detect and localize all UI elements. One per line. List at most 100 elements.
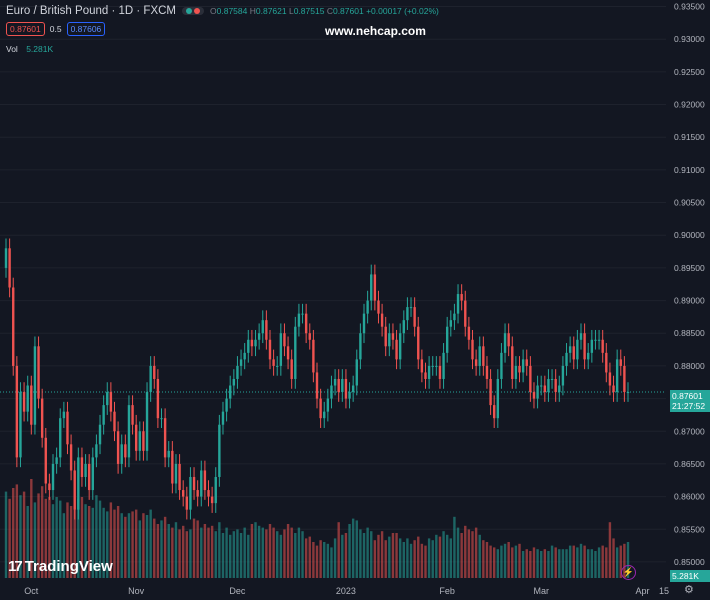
candle-body [601,339,604,353]
volume-bar [406,538,409,578]
time-tick-label: Mar [533,586,549,596]
candle-body [218,424,221,477]
candle-body [229,385,232,399]
volume-bar [55,497,58,578]
volume-bar [420,543,424,578]
volume-bar [496,549,500,578]
candle-body [532,392,536,399]
candle-body [460,294,463,301]
volume-bar [572,545,575,578]
volume-bar [395,533,398,578]
candle-body [384,326,387,347]
volume-bar [120,513,123,578]
candle-body [37,346,40,399]
candle-body [576,339,579,360]
candle-body [500,352,503,379]
candle-body [572,346,575,360]
price-axis: 0.93500 0.93000 0.92500 0.92000 0.91500 0.910… [666,0,710,600]
candle-body [445,326,449,353]
candle-body [521,359,525,373]
tradingview-logo[interactable]: 17 TradingView [8,558,113,575]
tradingview-logo-icon: 17 [8,558,23,575]
candle-body [587,352,590,360]
candle-body [178,463,181,491]
volume-bar [73,509,76,578]
volume-bar [409,543,413,578]
volume-bar [391,533,395,578]
buy-button[interactable]: 0.87606 [66,22,106,36]
volume-bar [33,502,37,578]
price-tick-label: 0.92000 [674,100,705,110]
candle-body [333,378,337,386]
ohlc-values: O0.87584 H0.87621 L0.87515 C0.87601 +0.0… [210,6,439,16]
candle-body [467,326,471,340]
status-dot-icon [194,8,200,14]
volume-bar [330,547,333,578]
watermark-text: www.nehcap.com [325,24,426,38]
candle-body [232,378,236,386]
candle-body [171,450,174,484]
volume-bar [12,488,15,578]
candle-body [370,274,373,301]
gear-icon[interactable]: ⚙ [684,584,694,596]
symbol-title[interactable]: Euro / British Pound · 1D · FXCM [6,5,176,17]
volume-bar [308,536,311,578]
candle-body [417,326,420,360]
candle-body [69,444,73,471]
volume-bar [236,529,239,578]
candle-body [80,457,84,477]
volume-bar [467,529,471,578]
sell-button[interactable]: 0.87601 [6,22,45,36]
volume-bar [485,542,489,578]
candle-body [247,339,250,353]
volume-bar [492,547,496,578]
volume-bar [337,522,340,578]
volume-bar [355,520,358,578]
lightning-icon[interactable]: ⚡ [621,565,636,580]
volume-bar [37,493,40,578]
candle-body [59,418,62,458]
volume-bar [279,534,283,578]
market-status-indicator[interactable] [182,7,204,15]
time-axis: OctNovDec2023FebMarAprMay15 [0,580,710,600]
candle-body [167,450,170,458]
volume-bar [272,527,275,578]
volume-bar [503,543,507,578]
volume-bar [626,542,630,578]
volume-bar [417,536,420,578]
volume-bar [456,527,460,578]
candle-body [543,385,547,393]
volume-bar [359,529,362,578]
candle-body [413,307,416,327]
volume-bar [576,547,579,578]
candle-body [286,346,290,360]
candle-body [315,372,319,399]
price-tick-label: 0.86500 [674,459,705,469]
candle-body [113,411,116,432]
candle-body [312,339,315,373]
candle-body [290,359,293,379]
volume-bar [587,549,590,578]
tradingview-logo-text: TradingView [24,558,113,575]
volume-bar [250,524,254,578]
time-tick-label: Nov [128,586,145,596]
volume-bar [474,527,478,578]
current-price-value: 0.87601 [672,391,703,401]
candle-body [250,339,254,347]
volume-bar [200,527,203,578]
candle-body [427,365,431,379]
volume-label[interactable]: Vol [6,44,18,54]
volume-bar [127,513,131,578]
candle-body [597,339,601,341]
volume-bar [623,543,626,578]
candle-body [156,378,160,419]
volume-bar [601,545,604,578]
volume-bar [341,534,344,578]
volume-bar [464,525,467,578]
volume-bar [333,538,337,578]
volume-bar [590,549,594,578]
candle-body [174,463,178,484]
volume-bar [69,506,73,578]
candle-body [492,405,496,419]
